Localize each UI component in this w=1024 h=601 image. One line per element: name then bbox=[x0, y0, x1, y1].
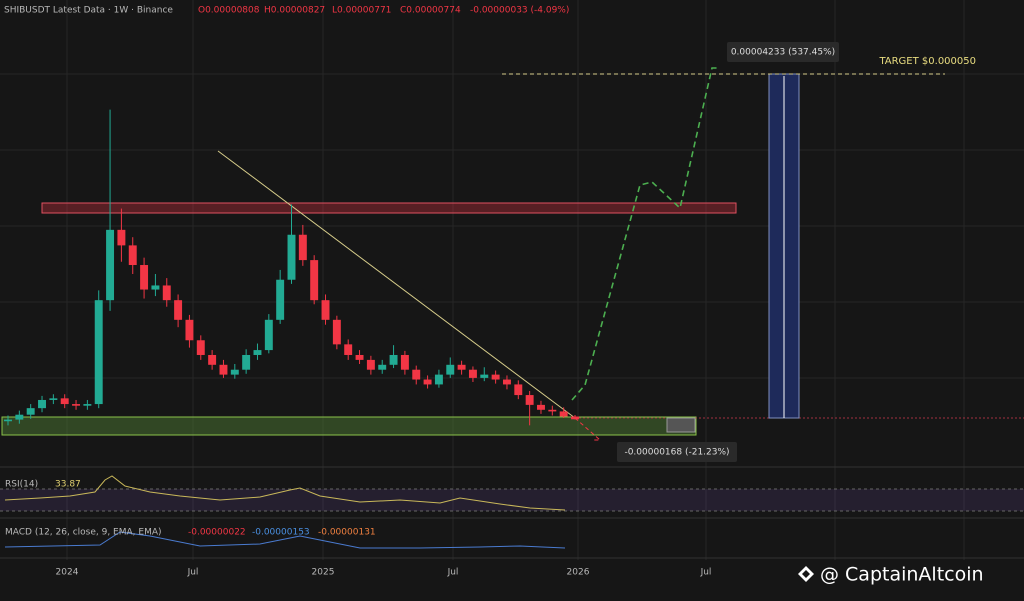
candle-body bbox=[264, 319, 273, 351]
candle-body bbox=[287, 234, 296, 280]
candle-body bbox=[514, 384, 523, 396]
candles bbox=[4, 109, 579, 426]
candle-body bbox=[4, 419, 12, 422]
x-tick-label: 2025 bbox=[312, 568, 335, 578]
candle-body bbox=[208, 354, 217, 365]
candle-body bbox=[72, 404, 81, 406]
candle-body bbox=[49, 398, 58, 400]
ohlc-low: L0.00000771 bbox=[332, 6, 391, 16]
candle-body bbox=[378, 364, 387, 370]
candle-body bbox=[117, 229, 126, 246]
candle-body bbox=[412, 369, 421, 380]
candle-body bbox=[344, 344, 353, 355]
ohlc-change: -0.00000033 (-4.09%) bbox=[470, 6, 569, 16]
candle-body bbox=[276, 279, 285, 320]
macd-label: MACD (12, 26, close, 9, EMA, EMA) bbox=[5, 528, 162, 538]
watermark: @ CaptainAltcoin bbox=[820, 564, 984, 586]
rsi-label: RSI(14) bbox=[5, 480, 38, 490]
candle-body bbox=[185, 319, 194, 341]
candle-body bbox=[502, 379, 511, 385]
candle-body bbox=[174, 300, 183, 320]
macd-hist: -0.00000022 bbox=[188, 528, 246, 538]
candle-body bbox=[106, 229, 115, 301]
candle-body bbox=[423, 379, 432, 385]
candle-body bbox=[38, 399, 46, 409]
candle-body bbox=[83, 404, 92, 406]
candle-body bbox=[310, 260, 319, 301]
loss-label: -0.00000168 (-21.23%) bbox=[624, 448, 729, 458]
candle-body bbox=[389, 354, 398, 365]
ohlc-open: O0.00000808 bbox=[198, 6, 260, 16]
ohlc-high: H0.00000827 bbox=[264, 6, 325, 16]
candle-body bbox=[15, 414, 24, 420]
x-tick-label: Jul bbox=[187, 568, 199, 578]
candle-body bbox=[26, 408, 35, 415]
candle-body bbox=[298, 234, 307, 261]
candle-body bbox=[321, 300, 330, 320]
trendline bbox=[217, 150, 576, 419]
candle-body bbox=[355, 354, 364, 360]
candle-body bbox=[468, 369, 477, 378]
range-marker bbox=[666, 417, 696, 433]
candle-body bbox=[571, 416, 579, 420]
macd-line bbox=[4, 531, 566, 549]
x-tick-label: 2024 bbox=[56, 568, 79, 578]
candle-body bbox=[400, 354, 409, 370]
candle-body bbox=[196, 340, 205, 355]
resistance-zone bbox=[41, 202, 737, 214]
rsi-value: 33.87 bbox=[55, 480, 81, 490]
candle-body bbox=[60, 398, 69, 405]
candle-body bbox=[559, 411, 568, 417]
candle-body bbox=[491, 374, 500, 380]
macd-line-value: -0.00000153 bbox=[252, 528, 310, 538]
candle-body bbox=[151, 285, 160, 290]
x-tick-label: 2026 bbox=[567, 568, 590, 578]
candle-body bbox=[230, 369, 239, 375]
candle-body bbox=[128, 245, 137, 266]
candle-body bbox=[162, 285, 171, 301]
downside-projection bbox=[574, 417, 602, 441]
rsi-line bbox=[4, 475, 566, 511]
gain-label: 0.00004233 (537.45%) bbox=[731, 48, 835, 58]
loss-box bbox=[617, 442, 737, 462]
candle-body bbox=[366, 359, 375, 370]
candle-body bbox=[537, 404, 545, 410]
candle-body bbox=[219, 364, 228, 375]
gain-box bbox=[727, 42, 839, 62]
candle-body bbox=[253, 350, 262, 355]
target-label: TARGET $0.000050 bbox=[878, 56, 976, 67]
candle-body bbox=[548, 409, 557, 412]
candle-body bbox=[446, 364, 455, 375]
projection bbox=[571, 67, 720, 401]
candle-body bbox=[457, 364, 466, 370]
rsi-band bbox=[0, 489, 1024, 511]
candle-body bbox=[332, 319, 341, 345]
candle-body bbox=[434, 374, 443, 385]
candle-body bbox=[140, 265, 149, 290]
watermark-icon bbox=[798, 566, 814, 582]
x-tick-label: Jul bbox=[700, 568, 712, 578]
ohlc-close: C0.00000774 bbox=[400, 6, 461, 16]
grid bbox=[0, 0, 1024, 560]
candle-body bbox=[242, 354, 251, 370]
candle-body bbox=[480, 374, 489, 378]
macd-signal: -0.00000131 bbox=[318, 528, 376, 538]
candle-body bbox=[525, 395, 534, 405]
x-tick-label: Jul bbox=[447, 568, 459, 578]
candle-body bbox=[94, 300, 103, 405]
symbol: SHIBUSDT Latest Data · 1W · Binance bbox=[4, 6, 173, 16]
support-zone bbox=[1, 416, 697, 436]
